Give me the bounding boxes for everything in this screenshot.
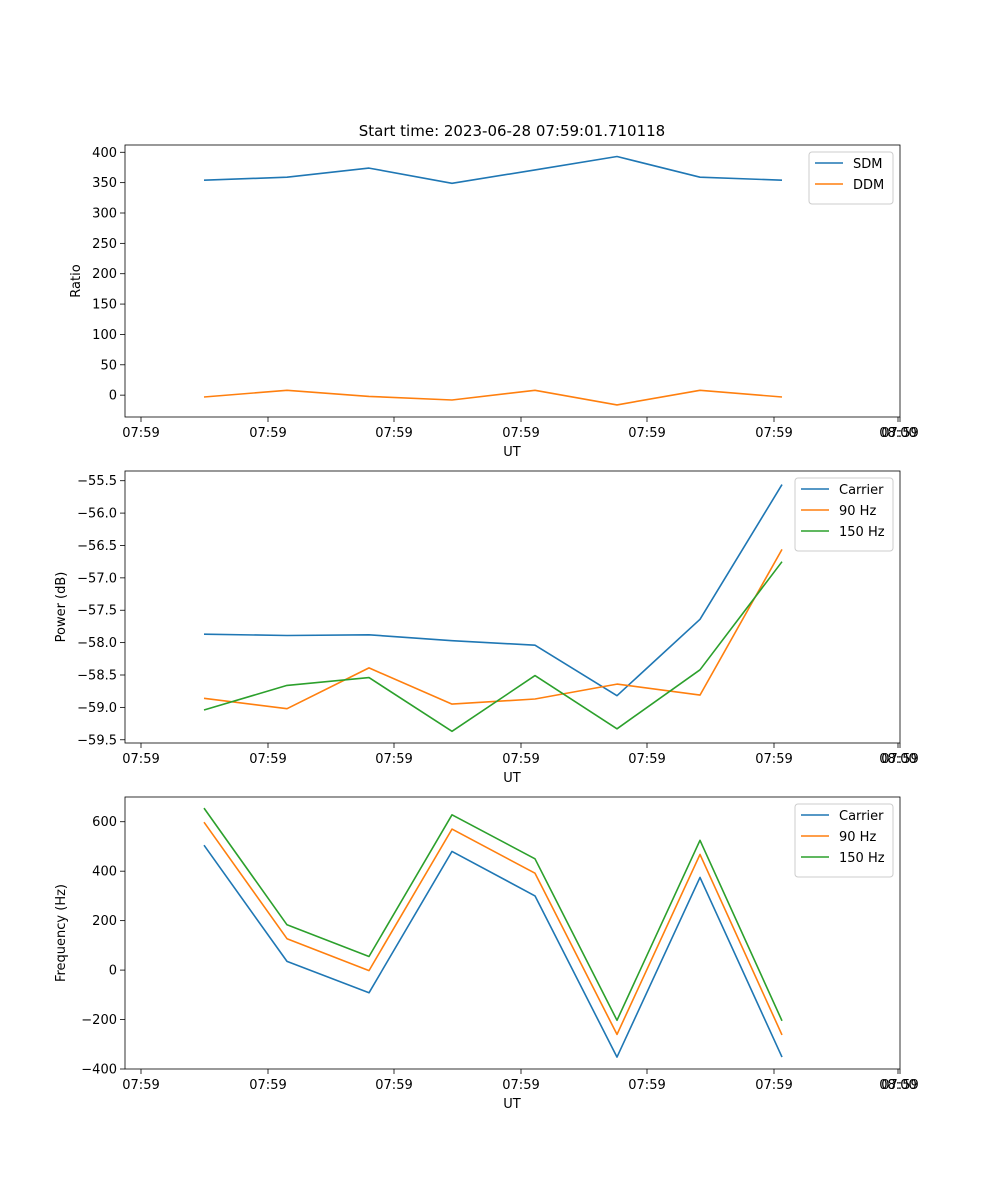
x-tick-label: 07:59 — [881, 752, 918, 767]
x-tick-label: 07:59 — [249, 426, 286, 441]
y-tick-label: −400 — [81, 1063, 117, 1078]
x-tick-label: 07:59 — [122, 1078, 159, 1093]
legend-label: Carrier — [839, 483, 884, 498]
x-tick-label: 08:00 — [879, 1078, 916, 1093]
x-tick-label: 07:59 — [122, 426, 159, 441]
legend-label: DDM — [853, 178, 884, 193]
series-line-sdm — [203, 155, 783, 185]
x-tick-label: 07:59 — [375, 752, 412, 767]
series-line-carrier — [203, 484, 783, 697]
x-tick-label: 07:59 — [755, 752, 792, 767]
y-axis-label: Power (dB) — [54, 572, 69, 643]
x-axis-label: UT — [503, 1097, 521, 1112]
y-tick-label: −59.0 — [77, 701, 117, 716]
x-tick-label: 07:59 — [755, 1078, 792, 1093]
chart-panel-1: 07:59 07:59 07:59 07:59 07:59 07:59 07:5908:00… — [69, 144, 919, 460]
x-axis-label: UT — [503, 445, 521, 460]
y-tick-label: −58.5 — [77, 669, 117, 684]
y-tick-label: 100 — [92, 328, 117, 343]
y-tick-label: 200 — [92, 914, 117, 929]
legend: Carrier 90 Hz 150 Hz — [794, 803, 894, 878]
series-line-150-hz — [203, 807, 783, 1022]
plot-frame — [124, 796, 901, 1070]
x-tick-label: 07:59 — [881, 1078, 918, 1093]
y-tick-label: 300 — [92, 207, 117, 222]
y-tick-label: 600 — [92, 815, 117, 830]
legend: SDM DDM — [808, 151, 894, 205]
y-tick-label: −58.0 — [77, 636, 117, 651]
x-axis-label: UT — [503, 771, 521, 786]
panels: 07:59 07:59 07:59 07:59 07:59 07:59 07:5908:00… — [54, 144, 919, 1112]
y-tick-label: −55.5 — [77, 474, 117, 489]
y-tick-label: 400 — [92, 146, 117, 161]
x-tick-label: 07:59 — [628, 426, 665, 441]
x-tick-label: 07:59 — [755, 426, 792, 441]
y-tick-label: 50 — [100, 358, 117, 373]
legend-label: 150 Hz — [839, 525, 885, 540]
y-axis-label: Ratio — [69, 264, 84, 297]
legend-label: 150 Hz — [839, 851, 885, 866]
legend-box — [794, 803, 894, 878]
y-tick-label: 350 — [92, 176, 117, 191]
y-tick-label: 0 — [109, 964, 117, 979]
y-tick-label: −200 — [81, 1013, 117, 1028]
legend-box — [808, 151, 894, 205]
x-tick-label: 07:59 — [502, 426, 539, 441]
plot-frame — [124, 470, 901, 744]
y-tick-label: −59.5 — [77, 733, 117, 748]
legend-label: Carrier — [839, 809, 884, 824]
legend-box — [794, 477, 894, 552]
plot-frame — [124, 144, 901, 418]
x-tick-label: 07:59 — [122, 752, 159, 767]
figure-title: Start time: 2023-06-28 07:59:01.710118 — [359, 122, 665, 140]
legend-label: SDM — [853, 157, 882, 172]
x-tick-label: 07:59 — [502, 752, 539, 767]
x-tick-label: 07:59 — [628, 752, 665, 767]
y-tick-label: 0 — [109, 389, 117, 404]
legend-label: 90 Hz — [839, 504, 876, 519]
chart-panel-2: 07:59 07:59 07:59 07:59 07:59 07:59 07:5908:00… — [54, 470, 919, 786]
series-line-carrier — [203, 844, 783, 1058]
y-tick-label: −57.5 — [77, 604, 117, 619]
x-tick-label: 07:59 — [249, 1078, 286, 1093]
y-axis-label: Frequency (Hz) — [54, 884, 69, 982]
series-line-90-hz — [203, 821, 783, 1036]
y-tick-label: 400 — [92, 865, 117, 880]
y-tick-label: −57.0 — [77, 571, 117, 586]
x-tick-label: 07:59 — [249, 752, 286, 767]
x-tick-label: 08:00 — [879, 752, 916, 767]
series-line-ddm — [203, 389, 783, 406]
series-line-150-hz — [203, 561, 783, 733]
x-tick-label: 08:00 — [879, 426, 916, 441]
legend: Carrier 90 Hz 150 Hz — [794, 477, 894, 552]
y-tick-label: 150 — [92, 298, 117, 313]
x-tick-label: 07:59 — [375, 1078, 412, 1093]
y-tick-label: 200 — [92, 267, 117, 282]
y-tick-label: −56.0 — [77, 507, 117, 522]
x-tick-label: 07:59 — [881, 426, 918, 441]
legend-label: 90 Hz — [839, 830, 876, 845]
chart-panel-3: 07:59 07:59 07:59 07:59 07:59 07:59 07:5908:00… — [54, 796, 919, 1112]
x-tick-label: 07:59 — [375, 426, 412, 441]
y-tick-label: 250 — [92, 237, 117, 252]
series-line-90-hz — [203, 549, 783, 710]
y-tick-label: −56.5 — [77, 539, 117, 554]
x-tick-label: 07:59 — [628, 1078, 665, 1093]
x-tick-label: 07:59 — [502, 1078, 539, 1093]
